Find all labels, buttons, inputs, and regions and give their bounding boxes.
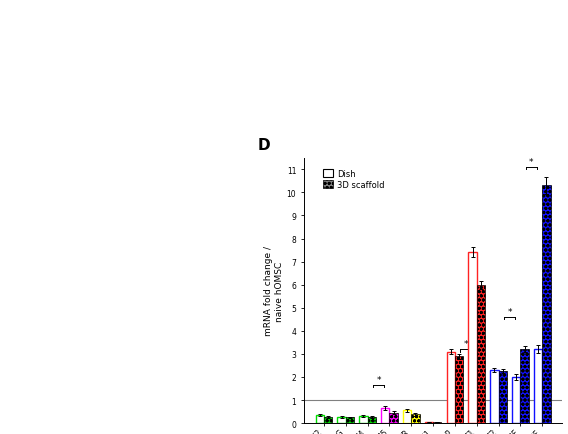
Bar — [346, 418, 354, 423]
Text: D: D — [257, 137, 270, 152]
Bar — [499, 372, 507, 423]
Bar — [381, 408, 390, 423]
Bar — [316, 415, 324, 423]
Bar — [360, 416, 367, 423]
Text: *: * — [463, 339, 468, 349]
Bar — [403, 411, 411, 423]
Bar — [337, 417, 346, 423]
Bar — [469, 253, 477, 423]
Bar — [367, 417, 376, 423]
Bar — [512, 377, 520, 423]
Legend: Dish, 3D scaffold: Dish, 3D scaffold — [321, 168, 386, 191]
Bar — [446, 352, 455, 423]
Bar — [477, 285, 485, 423]
Bar — [411, 414, 420, 423]
Bar — [324, 417, 332, 423]
Bar — [425, 422, 433, 423]
Bar — [433, 422, 441, 423]
Bar — [542, 186, 550, 423]
Bar — [455, 356, 463, 423]
Text: *: * — [376, 375, 381, 384]
Bar — [490, 370, 499, 423]
Text: *: * — [529, 158, 533, 167]
Bar — [534, 349, 542, 423]
Bar — [390, 413, 398, 423]
Text: *: * — [507, 307, 512, 316]
Bar — [520, 349, 529, 423]
Y-axis label: mRNA fold change /
naive hOMSC: mRNA fold change / naive hOMSC — [265, 246, 284, 335]
